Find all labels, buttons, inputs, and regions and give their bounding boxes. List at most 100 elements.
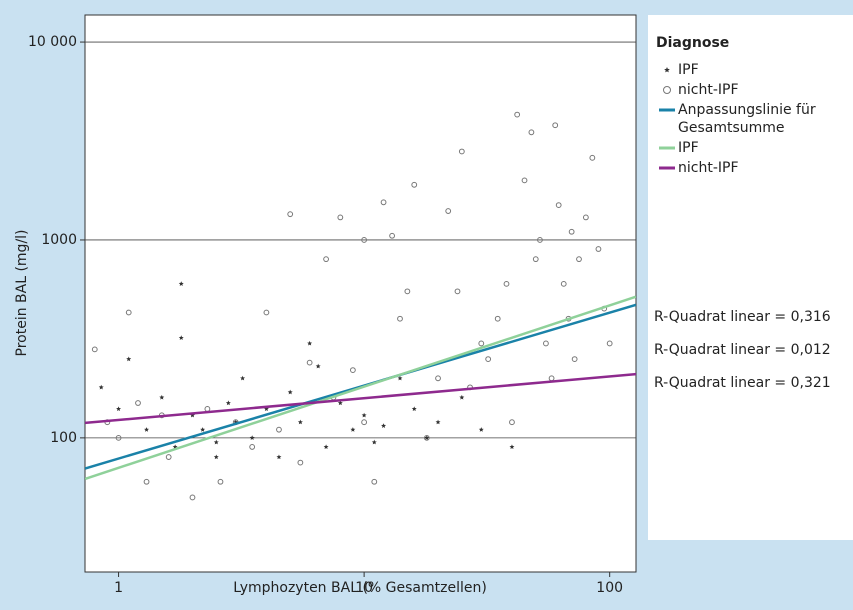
legend-symbol (664, 67, 670, 73)
point (143, 478, 150, 485)
point (571, 356, 578, 363)
point (435, 375, 441, 382)
r-squared-label: R-Quadrat linear = 0,316 (654, 309, 831, 325)
point (458, 148, 465, 155)
point (126, 356, 132, 362)
point (98, 384, 104, 390)
legend-label: IPF (678, 62, 699, 78)
point (454, 288, 461, 295)
point (514, 111, 521, 118)
point (595, 246, 602, 252)
point (189, 494, 196, 501)
point (494, 315, 501, 322)
point (306, 359, 313, 366)
legend-symbol (663, 86, 671, 94)
r-squared-label: R-Quadrat linear = 0,321 (654, 375, 831, 391)
point (349, 367, 356, 373)
point (249, 444, 256, 450)
point (424, 435, 430, 440)
point (389, 232, 395, 239)
point (200, 427, 206, 432)
point (478, 427, 484, 432)
point (560, 280, 567, 287)
point (397, 315, 403, 322)
legend-symbol (659, 108, 675, 112)
point (532, 256, 539, 263)
legend-entries: IPF nicht-IPF Anpassungslinie für Gesamtsu… (656, 61, 851, 179)
point (459, 394, 465, 400)
point (159, 394, 165, 400)
point (165, 454, 172, 460)
point (323, 256, 329, 263)
legend-label: nicht-IPF (678, 160, 739, 176)
point (371, 478, 378, 485)
point (263, 309, 270, 316)
point (509, 419, 515, 426)
legend-swatch (656, 61, 678, 79)
point (178, 335, 184, 340)
fit-line (85, 295, 636, 481)
point (249, 435, 255, 440)
point (116, 406, 122, 412)
legend: Diagnose IPF nicht-IPF Anpassungslinie für… (648, 15, 853, 540)
point (411, 406, 417, 412)
point (423, 434, 430, 441)
point (582, 214, 589, 221)
legend-swatch (656, 139, 678, 157)
point (225, 400, 231, 406)
point (555, 202, 562, 209)
point (297, 419, 303, 425)
point (503, 280, 510, 287)
legend-label: Anpassungslinie für Gesamtsumme (678, 102, 816, 136)
legend-symbol (659, 166, 675, 170)
point (552, 122, 559, 129)
point (263, 406, 269, 412)
point (276, 426, 282, 433)
r-squared-label: R-Quadrat linear = 0,012 (654, 342, 831, 358)
y-axis-label: Protein BAL (mg/l) (14, 229, 30, 356)
point (144, 427, 150, 432)
legend-entry: nicht-IPF (656, 159, 851, 177)
point (307, 340, 313, 346)
point (287, 211, 294, 218)
x-tick-label: 10 (355, 580, 373, 596)
legend-entry: nicht-IPF (656, 81, 851, 99)
x-axis-label: Lymphozyten BAL (% Gesamtzellen) (233, 580, 487, 596)
point (135, 400, 141, 406)
point (91, 346, 98, 353)
point (323, 444, 329, 450)
y-tick-label: 10 000 (28, 34, 77, 50)
point (576, 256, 582, 263)
point (350, 427, 356, 432)
point (543, 340, 549, 347)
point (240, 375, 246, 381)
point (404, 288, 411, 295)
legend-entry: IPF (656, 139, 851, 157)
point (361, 419, 368, 426)
point (528, 129, 535, 136)
y-tick-label: 100 (50, 430, 77, 446)
fit-line (85, 372, 636, 425)
legend-symbol (659, 146, 675, 150)
x-tick-label: 1 (114, 580, 123, 596)
point (478, 340, 485, 347)
x-tick-label: 100 (596, 580, 623, 596)
point (125, 309, 132, 316)
legend-title: Diagnose (656, 35, 730, 51)
point (213, 439, 219, 445)
point (337, 400, 343, 406)
point (115, 434, 122, 441)
point (509, 444, 515, 450)
point (361, 412, 367, 418)
point (217, 478, 224, 485)
point (337, 214, 344, 221)
plot-area (84, 14, 637, 573)
point (485, 356, 492, 363)
point (190, 412, 195, 418)
point (361, 237, 368, 243)
point (568, 228, 575, 235)
legend-entry: IPF (656, 61, 851, 79)
legend-label: IPF (678, 140, 699, 156)
